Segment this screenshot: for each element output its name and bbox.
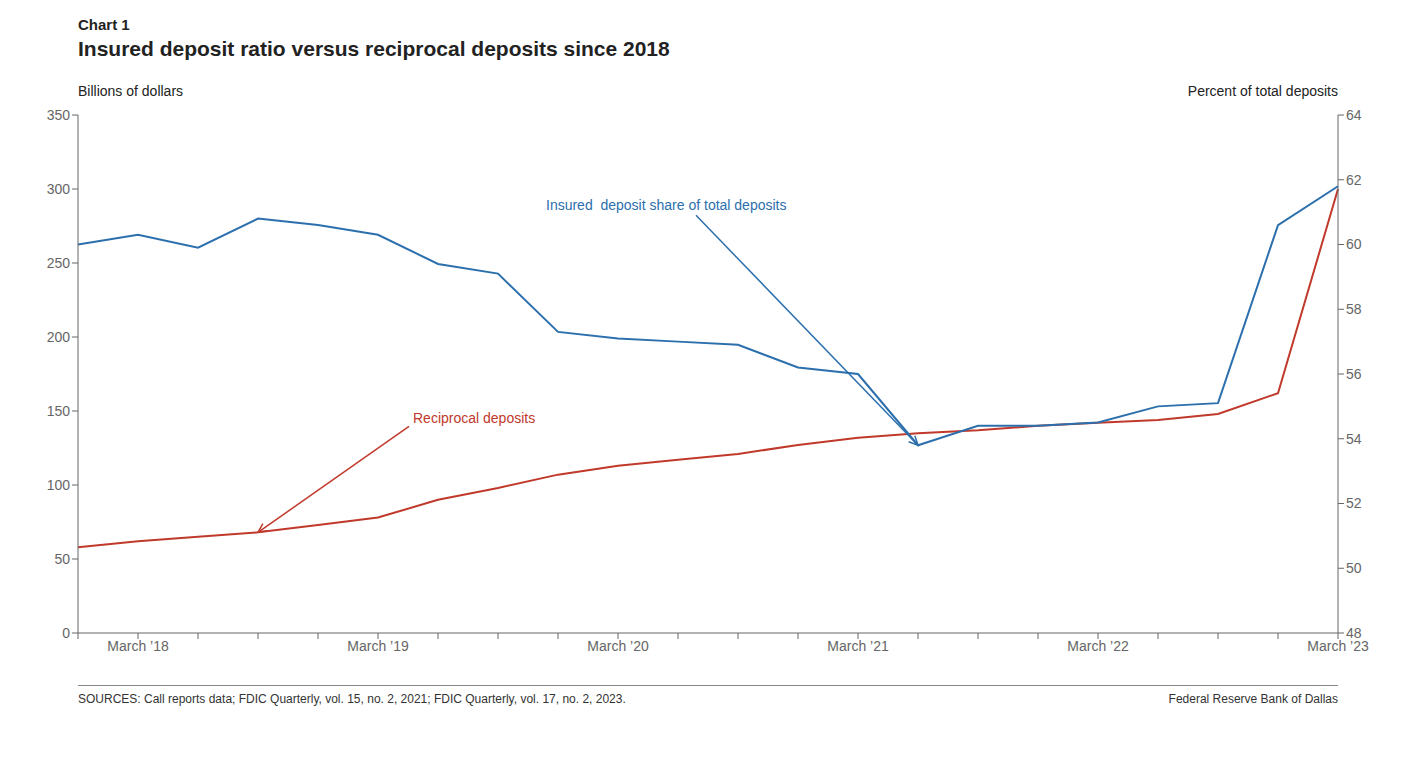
svg-text:March ’22: March ’22	[1067, 638, 1129, 654]
svg-text:52: 52	[1346, 495, 1362, 511]
html-text:Insured deposit ratio versus r: Insured deposit ratio versus reciprocal …	[78, 37, 670, 60]
svg-text:March ’21: March ’21	[827, 638, 889, 654]
svg-text:48: 48	[1346, 625, 1362, 641]
html-text:Percent of total deposits: Percent of total deposits	[1187, 83, 1338, 99]
svg-text:March ’18: March ’18	[107, 638, 169, 654]
svg-text:62: 62	[1346, 172, 1362, 188]
svg-text:0: 0	[62, 625, 70, 641]
html-text:SOURCES: Call reports data; FD: SOURCES: Call reports data; FDIC Quarter…	[78, 692, 626, 706]
svg-text:March ’20: March ’20	[587, 638, 649, 654]
svg-text:Insured deposit share of tota: Insured deposit share of total deposits	[546, 197, 786, 213]
html-text:Federal Reserve Bank of Dallas: Federal Reserve Bank of Dallas	[1168, 692, 1338, 706]
svg-text:56: 56	[1346, 366, 1362, 382]
svg-text:200: 200	[47, 329, 71, 345]
svg-text:300: 300	[47, 181, 71, 197]
svg-text:60: 60	[1346, 236, 1362, 252]
svg-text:58: 58	[1346, 301, 1362, 317]
svg-text:March ’23: March ’23	[1307, 637, 1369, 654]
svg-text:350: 350	[47, 107, 71, 123]
svg-text:50: 50	[1346, 560, 1362, 576]
html-text:Chart 1: Chart 1	[78, 16, 130, 33]
svg-text:54: 54	[1346, 431, 1362, 447]
svg-text:64: 64	[1346, 107, 1362, 123]
svg-text:Reciprocal deposits: Reciprocal deposits	[413, 410, 535, 426]
svg-text:100: 100	[47, 477, 71, 493]
svg-text:March ’19: March ’19	[347, 638, 409, 654]
svg-text:250: 250	[47, 255, 71, 271]
html-text:Billions of dollars: Billions of dollars	[78, 83, 184, 99]
svg-text:150: 150	[47, 403, 71, 419]
svg-text:50: 50	[54, 551, 70, 567]
